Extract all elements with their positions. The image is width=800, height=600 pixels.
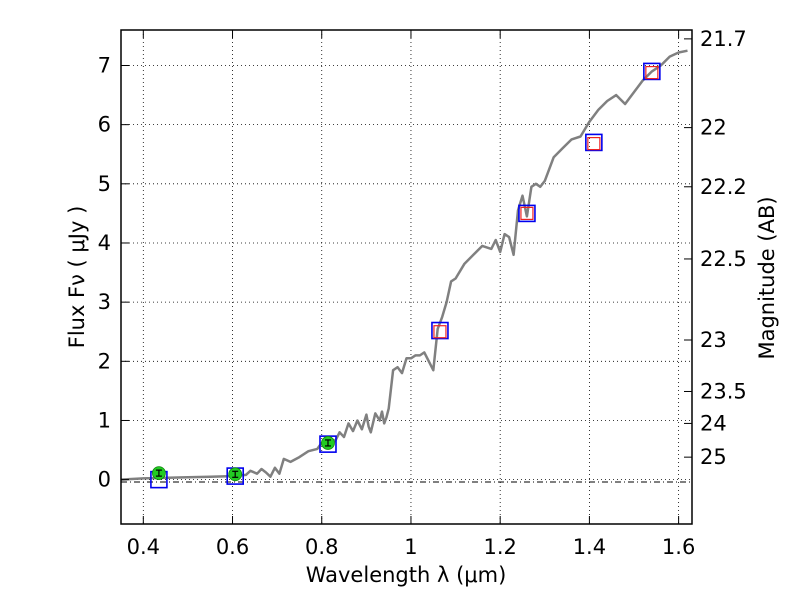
y-tick-label: 3 <box>98 290 111 314</box>
right-tick-label: 25 <box>700 445 727 469</box>
y-axis-title-right: Magnitude (AB) <box>755 196 779 359</box>
y-tick-label: 2 <box>98 349 111 373</box>
x-tick-label: 1.6 <box>662 535 695 559</box>
x-tick-label: 0.6 <box>216 535 249 559</box>
right-tick-label: 21.7 <box>700 27 747 51</box>
model-spectrum-line <box>120 49 688 481</box>
x-tick-labels: 0.4 0.6 0.8 1 1.2 1.4 1.6 <box>127 535 696 559</box>
right-tick-label: 23.5 <box>700 379 747 403</box>
y-tick-label: 0 <box>98 468 111 492</box>
model-photometry-blue-square <box>518 204 536 223</box>
model-photometry-blue-square <box>431 321 449 340</box>
model-photometry-blue-square <box>585 133 603 152</box>
y-tick-label: 6 <box>98 113 111 137</box>
x-tick-label: 1.2 <box>483 535 516 559</box>
right-tick-label: 24 <box>700 411 727 435</box>
y-tick-label: 4 <box>98 231 111 255</box>
y-tick-label: 5 <box>98 172 111 196</box>
x-tick-label: 1.4 <box>573 535 606 559</box>
right-tick-label: 22.5 <box>700 247 747 271</box>
plot-frame <box>120 29 693 525</box>
right-tick-label: 23 <box>700 328 727 352</box>
x-tick-label: 1 <box>404 535 417 559</box>
y-tick-label: 7 <box>98 53 111 77</box>
plot-area <box>120 49 688 489</box>
model-photometry-blue-square <box>643 62 661 81</box>
model-photometry-red-square <box>645 65 659 80</box>
y-tick-labels: 0 1 2 3 4 5 6 7 <box>98 53 111 491</box>
y-axis-title-left: Flux Fν ( μJy ) <box>65 206 89 349</box>
x-tick-label: 0.8 <box>305 535 338 559</box>
right-tick-label: 22 <box>700 116 727 140</box>
x-tick-label: 0.4 <box>127 535 160 559</box>
model-photometry-red-square <box>520 206 534 221</box>
right-tick-labels: 21.7 22 22.2 22.5 23 23.5 24 25 <box>700 27 747 469</box>
right-tick-label: 22.2 <box>700 175 747 199</box>
x-axis-title: Wavelength λ (μm) <box>306 563 507 587</box>
model-photometry-red-square <box>433 325 447 339</box>
model-photometry-red-square <box>587 136 601 151</box>
axis-ticks <box>121 30 692 524</box>
grid-lines <box>121 30 692 524</box>
y-tick-label: 1 <box>98 408 111 432</box>
